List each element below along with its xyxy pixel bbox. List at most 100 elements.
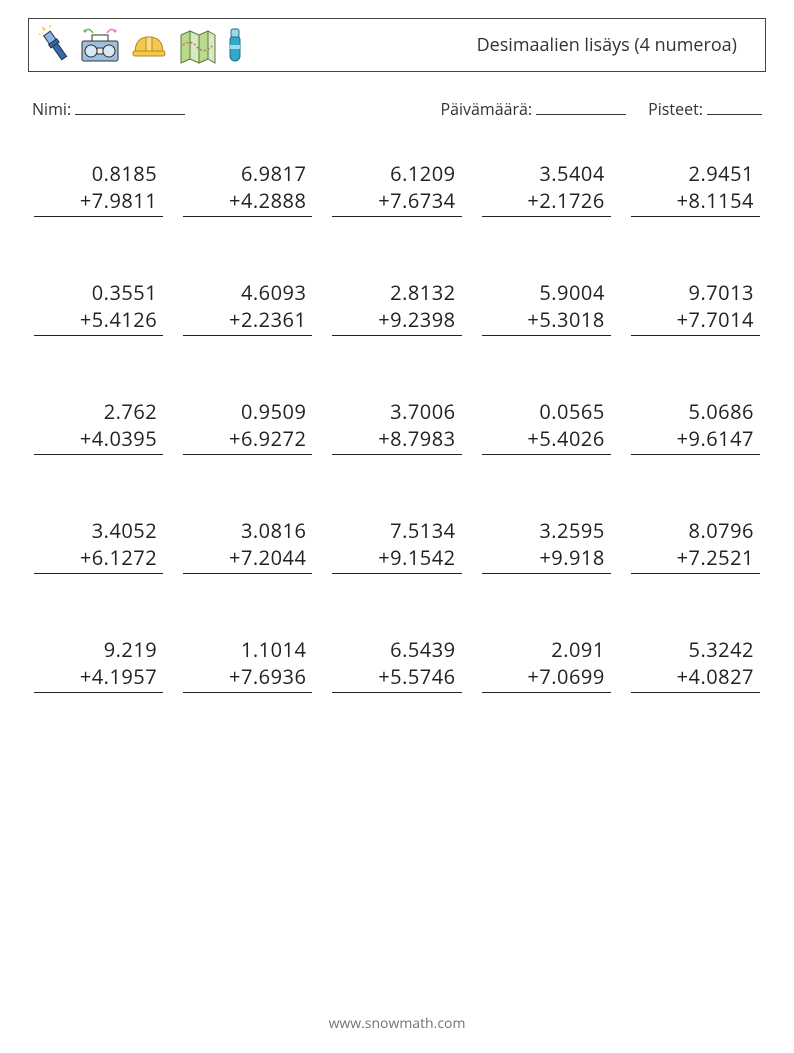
footer-prefix: www. bbox=[329, 1014, 365, 1033]
footer: www.snowmath.com bbox=[0, 1014, 794, 1033]
addend-bottom: +7.6734 bbox=[378, 187, 461, 214]
addition-problem: 6.1209+7.6734 bbox=[332, 160, 461, 217]
problem-rule bbox=[183, 454, 312, 455]
problem-rule bbox=[183, 573, 312, 574]
name-label: Nimi: bbox=[32, 98, 71, 120]
addend-bottom: +4.0395 bbox=[80, 425, 163, 452]
problem-rule bbox=[631, 335, 760, 336]
info-row: Nimi: Päivämäärä: Pisteet: bbox=[32, 98, 762, 120]
problem-rule bbox=[34, 216, 163, 217]
addend-top: 3.4052 bbox=[92, 517, 163, 544]
addend-bottom: +6.9272 bbox=[229, 425, 312, 452]
addend-bottom: +9.918 bbox=[539, 544, 610, 571]
addition-problem: 2.762+4.0395 bbox=[34, 398, 163, 455]
addition-problem: 3.4052+6.1272 bbox=[34, 517, 163, 574]
addition-problem: 2.8132+9.2398 bbox=[332, 279, 461, 336]
addition-problem: 3.0816+7.2044 bbox=[183, 517, 312, 574]
addition-problem: 0.8185+7.9811 bbox=[34, 160, 163, 217]
problem-rule bbox=[631, 692, 760, 693]
problem-rule bbox=[482, 692, 611, 693]
addend-top: 2.8132 bbox=[390, 279, 461, 306]
addend-top: 1.1014 bbox=[241, 636, 312, 663]
addition-problem: 8.0796+7.2521 bbox=[631, 517, 760, 574]
addition-problem: 9.7013+7.7014 bbox=[631, 279, 760, 336]
footer-suffix: .com bbox=[434, 1014, 466, 1033]
addend-bottom: +6.1272 bbox=[80, 544, 163, 571]
addition-problem: 5.9004+5.3018 bbox=[482, 279, 611, 336]
addition-problem: 7.5134+9.1542 bbox=[332, 517, 461, 574]
addend-top: 2.762 bbox=[104, 398, 164, 425]
problem-rule bbox=[34, 335, 163, 336]
problem-rule bbox=[482, 335, 611, 336]
addend-bottom: +7.6936 bbox=[229, 663, 312, 690]
addend-bottom: +7.2044 bbox=[229, 544, 312, 571]
addend-top: 3.5404 bbox=[539, 160, 610, 187]
addend-bottom: +8.7983 bbox=[378, 425, 461, 452]
addition-problem: 0.3551+5.4126 bbox=[34, 279, 163, 336]
addend-top: 6.1209 bbox=[390, 160, 461, 187]
problem-rule bbox=[34, 573, 163, 574]
addend-bottom: +7.7014 bbox=[677, 306, 760, 333]
thermos-icon bbox=[225, 25, 245, 65]
addend-bottom: +7.0699 bbox=[527, 663, 610, 690]
addend-top: 3.0816 bbox=[241, 517, 312, 544]
hardhat-icon bbox=[129, 25, 169, 65]
addend-bottom: +2.2361 bbox=[229, 306, 312, 333]
worksheet-header: Desimaalien lisäys (4 numeroa) bbox=[28, 18, 766, 72]
addition-problem: 2.091+7.0699 bbox=[482, 636, 611, 693]
problem-rule bbox=[183, 692, 312, 693]
problem-rule bbox=[34, 692, 163, 693]
addend-bottom: +4.2888 bbox=[229, 187, 312, 214]
boombox-icon bbox=[79, 25, 121, 65]
addend-top: 9.219 bbox=[104, 636, 164, 663]
addend-top: 6.5439 bbox=[390, 636, 461, 663]
date-label: Päivämäärä: bbox=[440, 98, 532, 120]
addition-problem: 2.9451+8.1154 bbox=[631, 160, 760, 217]
problem-rule bbox=[631, 573, 760, 574]
score-blank bbox=[707, 101, 762, 115]
addend-top: 5.3242 bbox=[689, 636, 760, 663]
addend-bottom: +4.1957 bbox=[80, 663, 163, 690]
addition-problem: 5.0686+9.6147 bbox=[631, 398, 760, 455]
problem-rule bbox=[332, 216, 461, 217]
addition-problem: 6.5439+5.5746 bbox=[332, 636, 461, 693]
problem-rule bbox=[332, 454, 461, 455]
addend-top: 0.0565 bbox=[539, 398, 610, 425]
problem-rule bbox=[183, 335, 312, 336]
addend-top: 9.7013 bbox=[689, 279, 760, 306]
problem-rule bbox=[34, 454, 163, 455]
addend-bottom: +9.1542 bbox=[378, 544, 461, 571]
addend-bottom: +2.1726 bbox=[527, 187, 610, 214]
addend-bottom: +9.6147 bbox=[677, 425, 760, 452]
addition-problem: 4.6093+2.2361 bbox=[183, 279, 312, 336]
problem-rule bbox=[631, 454, 760, 455]
addend-bottom: +5.4126 bbox=[80, 306, 163, 333]
addend-bottom: +4.0827 bbox=[677, 663, 760, 690]
worksheet-title: Desimaalien lisäys (4 numeroa) bbox=[477, 33, 755, 57]
problem-rule bbox=[332, 335, 461, 336]
addend-top: 5.0686 bbox=[689, 398, 760, 425]
footer-math: math bbox=[399, 1014, 433, 1033]
problem-rule bbox=[332, 692, 461, 693]
addition-problem: 0.9509+6.9272 bbox=[183, 398, 312, 455]
addend-top: 0.3551 bbox=[92, 279, 163, 306]
addend-top: 2.9451 bbox=[689, 160, 760, 187]
map-icon bbox=[177, 25, 217, 65]
footer-snow: snow bbox=[365, 1014, 400, 1033]
name-blank bbox=[75, 101, 185, 115]
problem-rule bbox=[482, 454, 611, 455]
addition-problem: 3.2595+9.918 bbox=[482, 517, 611, 574]
addend-top: 7.5134 bbox=[390, 517, 461, 544]
addend-top: 6.9817 bbox=[241, 160, 312, 187]
addend-bottom: +9.2398 bbox=[378, 306, 461, 333]
addend-top: 4.6093 bbox=[241, 279, 312, 306]
addend-bottom: +5.4026 bbox=[527, 425, 610, 452]
addend-top: 8.0796 bbox=[689, 517, 760, 544]
flashlight-icon bbox=[39, 25, 71, 65]
addition-problem: 5.3242+4.0827 bbox=[631, 636, 760, 693]
date-field: Päivämäärä: bbox=[440, 98, 626, 120]
addend-top: 2.091 bbox=[551, 636, 611, 663]
addend-bottom: +8.1154 bbox=[677, 187, 760, 214]
addend-top: 0.8185 bbox=[92, 160, 163, 187]
addend-bottom: +7.2521 bbox=[677, 544, 760, 571]
